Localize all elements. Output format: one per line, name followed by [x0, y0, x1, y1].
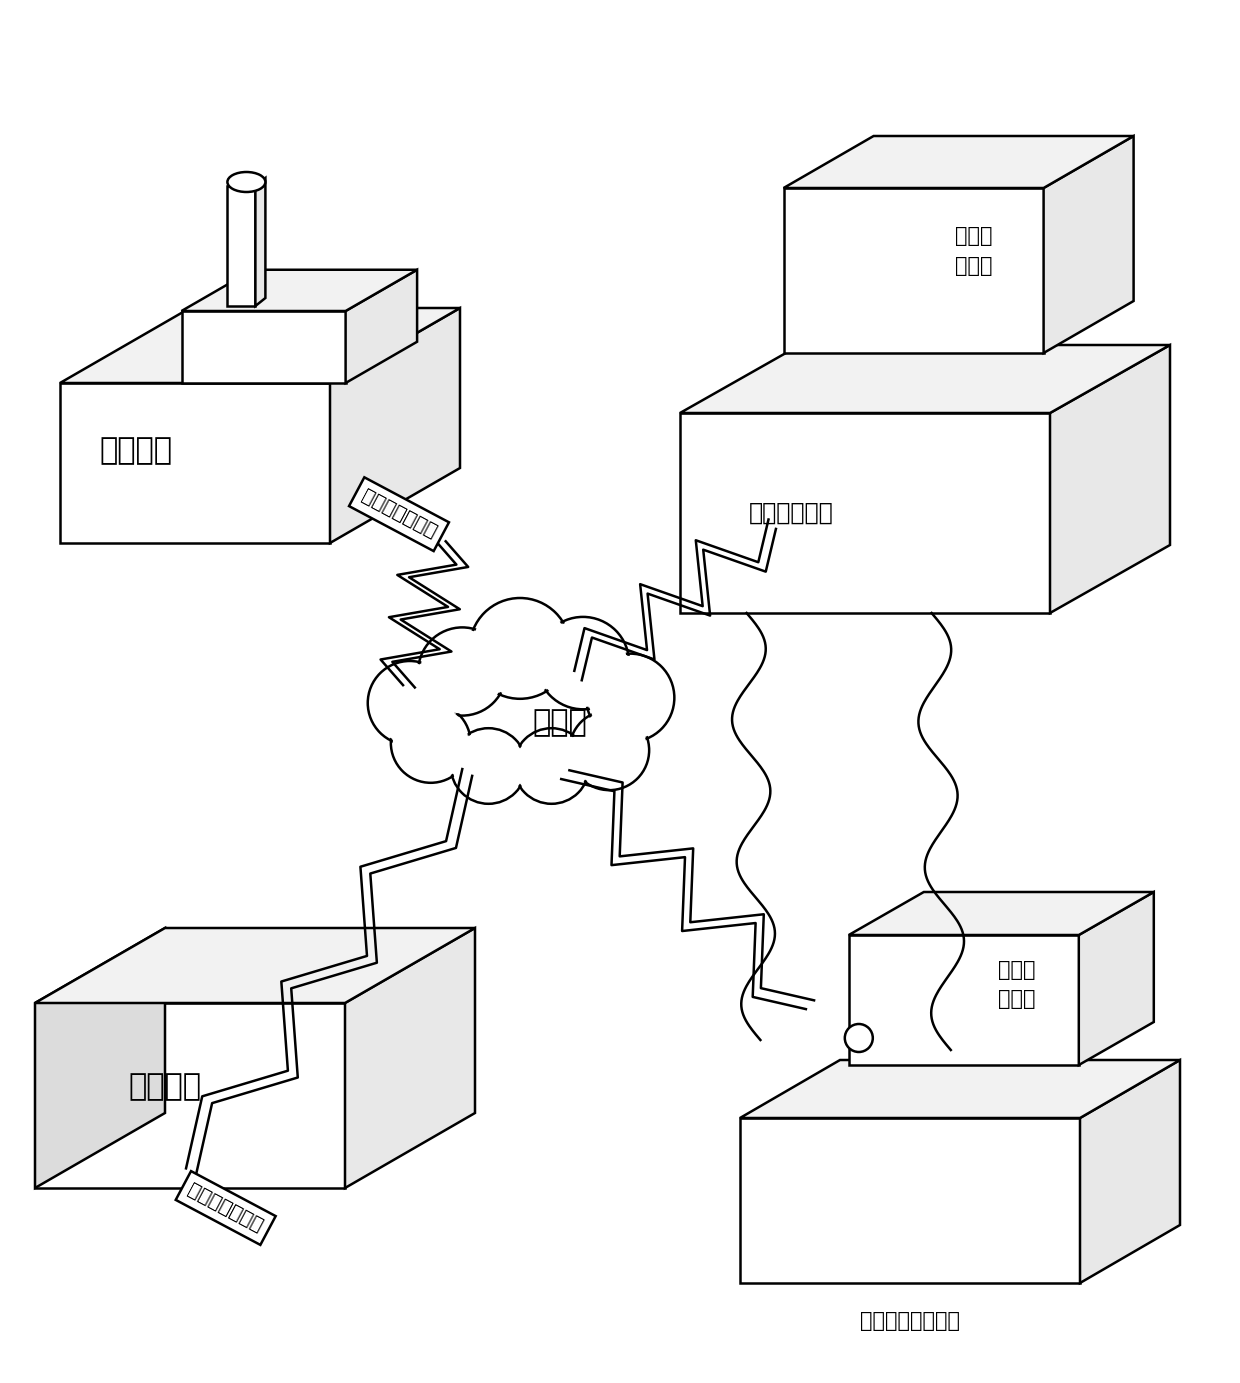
Circle shape: [368, 661, 451, 745]
Circle shape: [569, 711, 650, 790]
Text: 气体检
测装置: 气体检 测装置: [955, 225, 992, 275]
Text: 生产企业: 生产企业: [99, 436, 172, 465]
Polygon shape: [680, 414, 1050, 613]
Circle shape: [472, 600, 568, 696]
Polygon shape: [849, 892, 1153, 935]
Circle shape: [420, 629, 505, 714]
Circle shape: [516, 730, 588, 802]
Circle shape: [539, 620, 627, 707]
Polygon shape: [1080, 1059, 1180, 1283]
Polygon shape: [35, 1003, 345, 1188]
Polygon shape: [330, 308, 460, 544]
Text: 物联网: 物联网: [533, 708, 588, 737]
Circle shape: [844, 1023, 873, 1052]
Circle shape: [572, 712, 647, 788]
Circle shape: [513, 729, 589, 804]
Circle shape: [587, 654, 675, 741]
Polygon shape: [1079, 892, 1153, 1065]
Circle shape: [370, 662, 450, 743]
Polygon shape: [346, 270, 417, 383]
Polygon shape: [181, 270, 417, 311]
Polygon shape: [784, 188, 1044, 353]
Polygon shape: [680, 344, 1171, 414]
Text: 工业废气处理装置: 工业废气处理装置: [861, 1311, 960, 1330]
Polygon shape: [740, 1117, 1080, 1283]
Polygon shape: [784, 136, 1133, 188]
Text: 企业生产设备: 企业生产设备: [749, 501, 833, 526]
Text: 企业内部监控端: 企业内部监控端: [358, 487, 440, 542]
Circle shape: [418, 628, 506, 715]
Ellipse shape: [227, 171, 265, 192]
Polygon shape: [1044, 136, 1133, 353]
Circle shape: [393, 705, 469, 781]
Polygon shape: [35, 928, 165, 1188]
Polygon shape: [227, 185, 255, 306]
Polygon shape: [60, 308, 460, 383]
Circle shape: [537, 617, 629, 709]
Polygon shape: [740, 1059, 1180, 1117]
Polygon shape: [255, 178, 265, 306]
Polygon shape: [60, 383, 330, 544]
Circle shape: [470, 597, 570, 698]
Polygon shape: [345, 928, 475, 1188]
Text: 环保部门监控端: 环保部门监控端: [185, 1180, 267, 1235]
Polygon shape: [181, 311, 346, 383]
Polygon shape: [1050, 344, 1171, 613]
Polygon shape: [35, 928, 475, 1003]
Text: 环保部门: 环保部门: [129, 1072, 202, 1101]
Circle shape: [391, 703, 471, 783]
Polygon shape: [849, 935, 1079, 1065]
Circle shape: [588, 656, 672, 740]
Circle shape: [453, 730, 525, 802]
Circle shape: [450, 729, 526, 804]
Text: 气体检
测装置: 气体检 测装置: [998, 960, 1035, 1010]
